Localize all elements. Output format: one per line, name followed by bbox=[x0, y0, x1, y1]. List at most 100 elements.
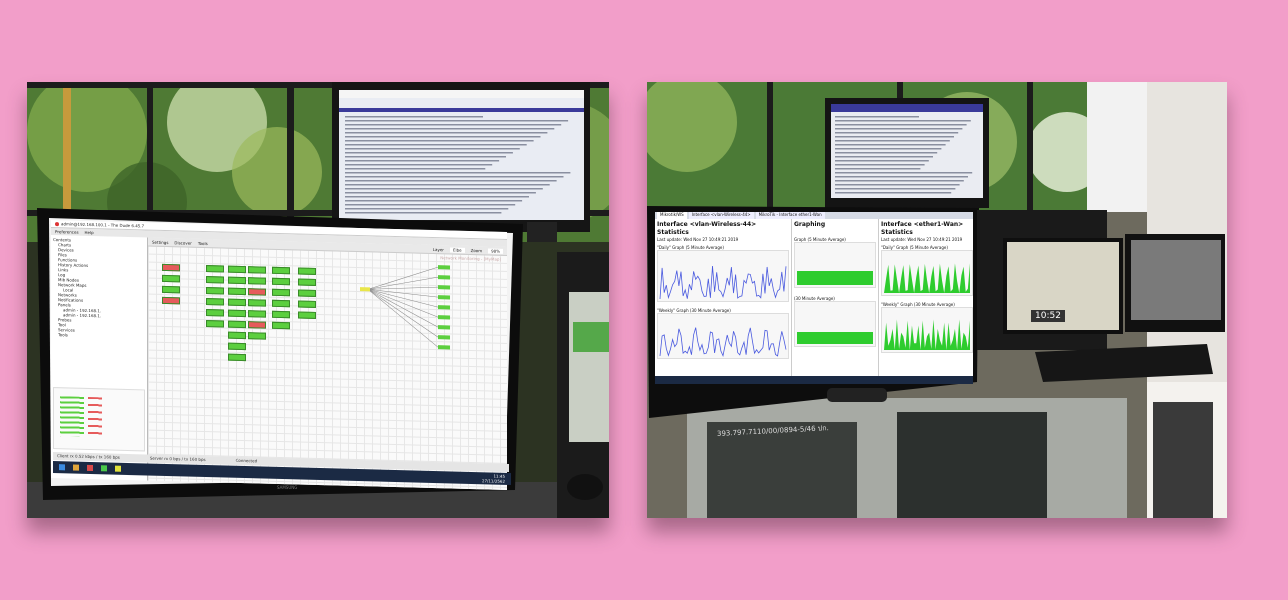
star-node bbox=[438, 325, 450, 330]
log-line bbox=[345, 124, 562, 126]
taskbar-clock: 11:45 27/11/2562 bbox=[481, 473, 505, 484]
star-node bbox=[438, 285, 450, 290]
traffic-line bbox=[659, 327, 787, 357]
network-link bbox=[367, 289, 439, 338]
log-line bbox=[345, 116, 483, 118]
panel2-caption: Graph (5 Minute Average) bbox=[794, 237, 846, 242]
log-line bbox=[345, 164, 493, 166]
traffic-area bbox=[884, 319, 970, 350]
panel1-updated: Last update: Wed Nov 27 10:49:21 2019 bbox=[657, 237, 739, 242]
log-line bbox=[835, 156, 933, 158]
network-link bbox=[367, 289, 439, 318]
log-line bbox=[345, 136, 541, 138]
network-link bbox=[367, 289, 439, 348]
panel-ether1-wan: Interface <ether1-Wan> Statistics Last u… bbox=[879, 219, 973, 376]
star-node bbox=[438, 335, 450, 340]
network-link bbox=[367, 276, 439, 290]
panel3-updated: Last update: Wed Nov 27 10:49:21 2019 bbox=[881, 237, 963, 242]
panel-vlan-wireless: Interface <vlan-Wireless-44> Statistics … bbox=[655, 219, 792, 376]
right-photo: Mikrotik/WS Interface <vlan-Wireless-44>… bbox=[647, 82, 1227, 518]
traffic-area bbox=[884, 263, 970, 293]
menu-help[interactable]: Help bbox=[84, 229, 94, 236]
network-map[interactable]: Settings Discover Tools Layer Elbe Zoom … bbox=[148, 237, 507, 490]
log-line bbox=[835, 164, 925, 166]
network-link bbox=[367, 266, 439, 290]
log-line bbox=[345, 152, 513, 154]
window-title: admin@192.168.100.1 - The Dude 6.45.7 bbox=[61, 221, 145, 229]
log-line bbox=[345, 156, 506, 158]
graph-green-1 bbox=[794, 242, 876, 288]
log-line bbox=[345, 120, 569, 122]
log-line bbox=[835, 144, 946, 146]
taskbar-right bbox=[655, 376, 973, 384]
panel3-daily-caption: "Daily" Graph (5 Minute Average) bbox=[881, 245, 948, 250]
log-line bbox=[835, 116, 919, 118]
top-monitor bbox=[332, 82, 590, 242]
app-logo-icon bbox=[55, 221, 59, 226]
log-line bbox=[345, 188, 543, 190]
hub-node bbox=[360, 287, 370, 292]
log-line bbox=[835, 136, 954, 138]
panel3-title: Interface <ether1-Wan> Statistics bbox=[881, 221, 964, 236]
monitor-brand: SAMSUNG bbox=[277, 485, 298, 490]
star-node bbox=[438, 305, 450, 310]
wan-weekly-graph bbox=[881, 307, 973, 353]
network-link bbox=[367, 289, 439, 308]
graph-green-2 bbox=[794, 301, 876, 347]
log-line bbox=[345, 196, 529, 198]
log-line bbox=[345, 184, 550, 186]
log-line bbox=[835, 168, 921, 170]
log-line bbox=[835, 148, 942, 150]
app-icon[interactable] bbox=[87, 464, 93, 472]
sidebar-item[interactable]: Tools bbox=[58, 332, 68, 338]
log-line bbox=[345, 140, 534, 142]
panel1-weekly-caption: "Weekly" Graph (30 Minute Average) bbox=[657, 308, 731, 313]
client-traffic: Client rx 0.52 kbps / tx 160 bps bbox=[57, 453, 120, 460]
star-node bbox=[438, 315, 450, 320]
wan-daily-graph bbox=[881, 250, 973, 296]
daily-graph bbox=[657, 250, 789, 302]
log-line bbox=[835, 188, 956, 190]
app-icon[interactable] bbox=[101, 465, 107, 472]
browser-screen: Mikrotik/WS Interface <vlan-Wireless-44>… bbox=[655, 212, 973, 384]
connection-status: Connected bbox=[235, 457, 258, 464]
log-line bbox=[345, 180, 557, 182]
network-link bbox=[367, 289, 439, 328]
star-node bbox=[438, 345, 450, 350]
app-icon[interactable] bbox=[115, 465, 121, 472]
log-line bbox=[835, 120, 971, 122]
log-line bbox=[345, 132, 548, 134]
log-line bbox=[345, 168, 486, 170]
network-link bbox=[367, 286, 439, 290]
log-line bbox=[345, 128, 555, 130]
panel1-title: Interface <vlan-Wireless-44> Statistics bbox=[657, 221, 757, 236]
tab-ether1-wan[interactable]: MikroTik - Interface ether1-Wan bbox=[755, 212, 825, 219]
log-line bbox=[345, 172, 571, 174]
panel-graphing: Graphing Graph (5 Minute Average) (30 Mi… bbox=[792, 219, 879, 376]
log-line bbox=[835, 160, 929, 162]
weekly-graph bbox=[657, 313, 789, 359]
dude-window: admin@192.168.100.1 - The Dude 6.45.7 Pr… bbox=[51, 220, 507, 490]
tab-vlan-wireless[interactable]: Interface <vlan-Wireless-44> bbox=[688, 212, 754, 219]
log-line bbox=[835, 132, 959, 134]
server-traffic: Server rx 0 bps / tx 160 bps bbox=[149, 455, 206, 463]
mouse bbox=[567, 474, 603, 500]
browser-tabs: Mikrotik/WS Interface <vlan-Wireless-44>… bbox=[655, 212, 973, 219]
start-icon[interactable] bbox=[59, 464, 65, 471]
small-monitor-clock: 10:52 bbox=[1031, 310, 1065, 322]
log-line bbox=[345, 148, 520, 150]
panel3-weekly-caption: "Weekly" Graph (30 Minute Average) bbox=[881, 302, 955, 307]
log-line bbox=[835, 184, 960, 186]
star-node bbox=[438, 265, 450, 270]
traffic-line bbox=[659, 266, 787, 300]
log-line bbox=[835, 192, 952, 194]
log-line bbox=[345, 200, 523, 202]
log-line bbox=[835, 128, 963, 130]
log-line bbox=[345, 144, 527, 146]
menu-preferences[interactable]: Preferences bbox=[55, 229, 79, 235]
log-line bbox=[345, 212, 502, 214]
log-line bbox=[345, 204, 516, 206]
tab-mikrotik[interactable]: Mikrotik/WS bbox=[657, 212, 687, 219]
app-icon[interactable] bbox=[73, 464, 79, 471]
log-line bbox=[345, 208, 509, 210]
